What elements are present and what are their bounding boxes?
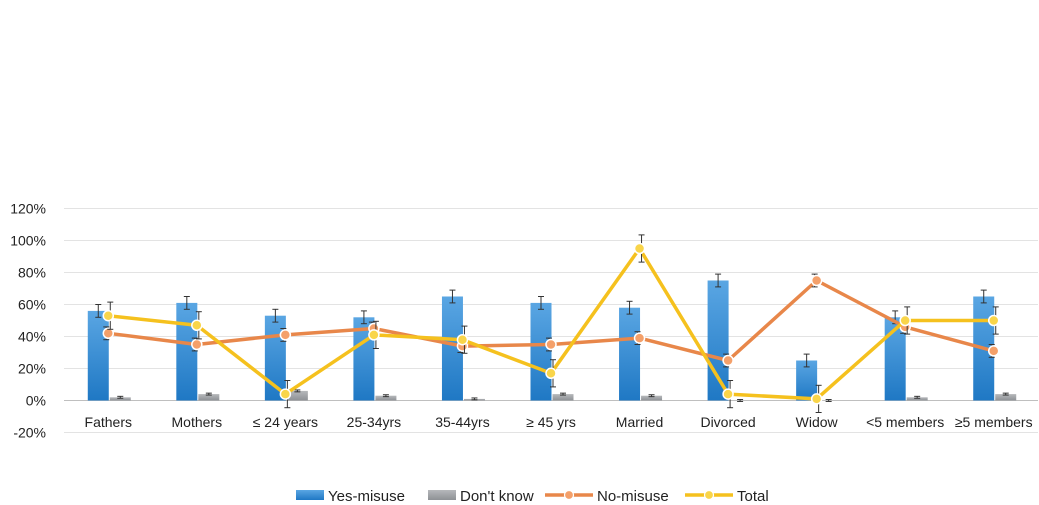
x-tick-label: ≤ 24 years <box>253 414 318 430</box>
data-point <box>810 274 823 287</box>
x-tick-label: Widow <box>796 414 839 430</box>
legend-swatch <box>428 490 456 500</box>
data-point <box>102 327 115 340</box>
data-point <box>722 354 734 367</box>
bar <box>176 302 198 401</box>
bar <box>198 394 220 401</box>
data-point <box>899 314 911 327</box>
y-tick-label: 80% <box>18 265 46 281</box>
data-point <box>456 333 469 346</box>
y-tick-label: 40% <box>18 329 46 345</box>
data-point <box>633 332 646 344</box>
data-point <box>987 345 1000 357</box>
bar <box>552 394 574 401</box>
legend-label: No-misuse <box>597 488 669 505</box>
x-tick-label: Divorced <box>700 414 755 430</box>
bar <box>641 395 663 401</box>
y-tick-label: -20% <box>13 425 46 441</box>
x-axis-ticks: Fathers Mothers ≤ 24 years 25-34yrs 35-44yrs… <box>85 414 1033 430</box>
bar <box>109 397 131 401</box>
x-tick-label: Married <box>616 414 663 430</box>
legend-swatch <box>296 490 324 500</box>
bar <box>995 394 1017 401</box>
bar <box>286 390 308 401</box>
data-point <box>191 319 203 332</box>
x-tick-label: Mothers <box>172 414 223 430</box>
data-point <box>279 388 292 400</box>
legend-marker <box>703 489 715 501</box>
x-tick-label: 25-34yrs <box>347 414 401 430</box>
x-tick-label: ≥ 45 yrs <box>526 414 576 430</box>
legend-label: Yes-misuse <box>328 488 405 505</box>
data-point <box>545 367 557 380</box>
data-point <box>545 338 557 351</box>
legend-label: Total <box>737 488 769 505</box>
y-tick-label: 100% <box>10 233 46 249</box>
bar <box>906 397 928 401</box>
y-tick-label: 20% <box>18 361 46 377</box>
legend-label: Don't know <box>460 488 534 505</box>
data-point <box>722 388 734 400</box>
bar <box>530 302 552 401</box>
bar <box>796 360 818 401</box>
data-point <box>368 329 380 341</box>
bar <box>441 296 463 401</box>
x-tick-label: <5 members <box>866 414 944 430</box>
lines <box>102 234 1000 413</box>
x-tick-label: Fathers <box>85 414 132 430</box>
legend-marker <box>563 489 575 501</box>
y-tick-label: 0% <box>26 393 46 409</box>
bar <box>884 317 906 401</box>
bar <box>87 310 109 401</box>
bar <box>619 307 641 401</box>
y-tick-label: 120% <box>10 201 46 217</box>
x-tick-label: 35-44yrs <box>435 414 489 430</box>
data-point <box>987 314 1000 327</box>
data-point <box>279 329 292 341</box>
bar <box>375 395 397 401</box>
legend: Yes-misuse Don't know No-misuse Total <box>296 488 769 505</box>
data-point <box>810 393 823 405</box>
data-point <box>633 242 646 255</box>
y-tick-label: 60% <box>18 297 46 313</box>
y-axis-ticks: -20% 0% 20% 40% 60% 80% 100% 120% <box>10 201 46 441</box>
data-point <box>102 309 115 322</box>
data-point <box>191 338 203 351</box>
x-tick-label: ≥5 members <box>955 414 1033 430</box>
bar <box>707 280 729 401</box>
